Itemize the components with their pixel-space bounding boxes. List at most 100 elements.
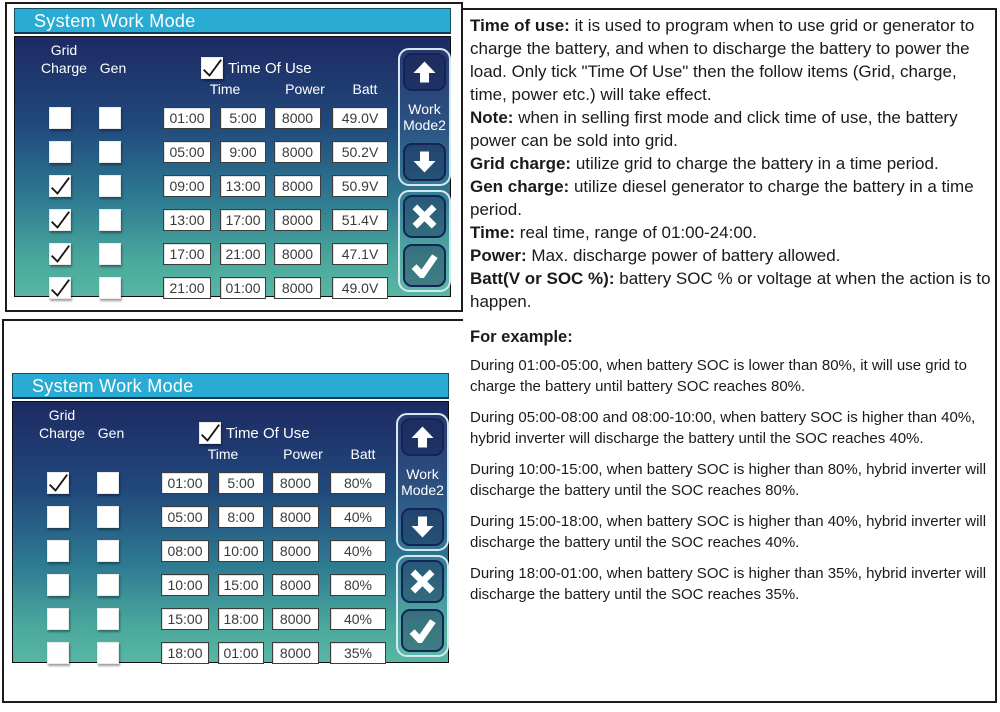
text-frame-right bbox=[463, 8, 997, 703]
time-end-input[interactable]: 17:00 bbox=[220, 209, 266, 231]
time-end-input[interactable]: 10:00 bbox=[218, 540, 264, 562]
batt-input[interactable]: 50.9V bbox=[332, 175, 388, 197]
description-paragraph: Power: Max. discharge power of battery a… bbox=[470, 246, 841, 265]
grid-charge-column-label: Grid Charge bbox=[41, 42, 87, 76]
gen-charge-checkbox[interactable] bbox=[97, 540, 119, 562]
confirm-button[interactable] bbox=[401, 609, 444, 652]
grid-charge-checkbox[interactable] bbox=[47, 574, 69, 596]
time-end-input[interactable]: 5:00 bbox=[218, 472, 264, 494]
time-end-input[interactable]: 9:00 bbox=[220, 141, 266, 163]
check-mark-icon bbox=[51, 177, 70, 195]
gen-charge-checkbox[interactable] bbox=[99, 277, 121, 299]
work-mode-down-button[interactable] bbox=[401, 508, 444, 546]
gen-charge-checkbox[interactable] bbox=[99, 209, 121, 231]
power-input[interactable]: 8000 bbox=[274, 175, 321, 197]
time-start-input[interactable]: 05:00 bbox=[163, 141, 211, 163]
grid-charge-checkbox[interactable] bbox=[49, 141, 71, 163]
batt-input[interactable]: 40% bbox=[330, 540, 386, 562]
grid-charge-checkbox[interactable] bbox=[49, 277, 71, 299]
confirm-button[interactable] bbox=[403, 244, 446, 287]
power-input[interactable]: 8000 bbox=[272, 642, 319, 664]
table-row: 18:00 01:00 8000 35% bbox=[13, 642, 448, 664]
time-end-input[interactable]: 5:00 bbox=[220, 107, 266, 129]
grid-charge-checkbox[interactable] bbox=[47, 472, 69, 494]
schedule-rows: 01:00 5:00 8000 49.0V 05:00 9:00 8000 50… bbox=[15, 37, 450, 299]
grid-charge-checkbox[interactable] bbox=[49, 175, 71, 197]
time-start-input[interactable]: 17:00 bbox=[163, 243, 211, 265]
cancel-button[interactable] bbox=[403, 195, 446, 238]
time-of-use-checkbox[interactable] bbox=[201, 57, 223, 79]
time-start-input[interactable]: 13:00 bbox=[163, 209, 211, 231]
check-mark-icon bbox=[51, 245, 70, 263]
grid-charge-checkbox[interactable] bbox=[49, 209, 71, 231]
time-start-input[interactable]: 05:00 bbox=[161, 506, 209, 528]
time-start-input[interactable]: 08:00 bbox=[161, 540, 209, 562]
gen-charge-checkbox[interactable] bbox=[97, 506, 119, 528]
example-paragraph: During 15:00-18:00, when battery SOC is … bbox=[470, 513, 987, 551]
time-start-input[interactable]: 15:00 bbox=[161, 608, 209, 630]
batt-input[interactable]: 51.4V bbox=[332, 209, 388, 231]
batt-input[interactable]: 49.0V bbox=[332, 107, 388, 129]
time-end-input[interactable]: 13:00 bbox=[220, 175, 266, 197]
gen-charge-checkbox[interactable] bbox=[99, 141, 121, 163]
power-input[interactable]: 8000 bbox=[272, 506, 319, 528]
time-start-input[interactable]: 01:00 bbox=[161, 472, 209, 494]
table-row: 10:00 15:00 8000 80% bbox=[13, 574, 448, 596]
power-input[interactable]: 8000 bbox=[272, 608, 319, 630]
power-input[interactable]: 8000 bbox=[272, 472, 319, 494]
time-end-input[interactable]: 01:00 bbox=[218, 642, 264, 664]
batt-input[interactable]: 40% bbox=[330, 506, 386, 528]
batt-input[interactable]: 47.1V bbox=[332, 243, 388, 265]
time-of-use-checkbox[interactable] bbox=[199, 422, 221, 444]
power-input[interactable]: 8000 bbox=[272, 540, 319, 562]
batt-input[interactable]: 80% bbox=[330, 472, 386, 494]
gen-charge-checkbox[interactable] bbox=[99, 243, 121, 265]
confirm-cancel-group bbox=[398, 190, 451, 292]
time-start-input[interactable]: 10:00 bbox=[161, 574, 209, 596]
batt-input[interactable]: 49.0V bbox=[332, 277, 388, 299]
time-end-input[interactable]: 01:00 bbox=[220, 277, 266, 299]
grid-charge-checkbox[interactable] bbox=[49, 107, 71, 129]
work-mode-down-button[interactable] bbox=[403, 143, 446, 181]
power-input[interactable]: 8000 bbox=[274, 141, 321, 163]
work-mode-up-button[interactable] bbox=[401, 418, 444, 456]
grid-charge-checkbox[interactable] bbox=[47, 608, 69, 630]
gen-charge-checkbox[interactable] bbox=[97, 642, 119, 664]
panel-body: Grid Charge Gen Time Of Use Time Power B… bbox=[14, 36, 451, 299]
power-input[interactable]: 8000 bbox=[274, 107, 321, 129]
grid-charge-checkbox[interactable] bbox=[47, 540, 69, 562]
time-start-input[interactable]: 09:00 bbox=[163, 175, 211, 197]
time-end-input[interactable]: 15:00 bbox=[218, 574, 264, 596]
work-mode-selector: Work Mode2 bbox=[398, 48, 451, 186]
grid-charge-checkbox[interactable] bbox=[47, 642, 69, 664]
gen-charge-checkbox[interactable] bbox=[97, 472, 119, 494]
batt-input[interactable]: 35% bbox=[330, 642, 386, 664]
grid-charge-checkbox[interactable] bbox=[49, 243, 71, 265]
system-work-mode-panel-2: System Work Mode Grid Charge Gen Time Of… bbox=[12, 373, 449, 664]
arrow-down-icon bbox=[411, 516, 434, 538]
gen-column-label: Gen bbox=[97, 425, 125, 441]
table-row: 17:00 21:00 8000 47.1V bbox=[15, 243, 450, 265]
time-start-input[interactable]: 21:00 bbox=[163, 277, 211, 299]
time-end-input[interactable]: 18:00 bbox=[218, 608, 264, 630]
time-start-input[interactable]: 18:00 bbox=[161, 642, 209, 664]
batt-input[interactable]: 80% bbox=[330, 574, 386, 596]
work-mode-up-button[interactable] bbox=[403, 53, 446, 91]
gen-charge-checkbox[interactable] bbox=[99, 175, 121, 197]
power-input[interactable]: 8000 bbox=[272, 574, 319, 596]
power-input[interactable]: 8000 bbox=[274, 277, 321, 299]
time-end-input[interactable]: 21:00 bbox=[220, 243, 266, 265]
gen-charge-checkbox[interactable] bbox=[97, 574, 119, 596]
gen-charge-checkbox[interactable] bbox=[97, 608, 119, 630]
grid-charge-checkbox[interactable] bbox=[47, 506, 69, 528]
gen-charge-checkbox[interactable] bbox=[99, 107, 121, 129]
cancel-button[interactable] bbox=[401, 560, 444, 603]
batt-input[interactable]: 40% bbox=[330, 608, 386, 630]
batt-input[interactable]: 50.2V bbox=[332, 141, 388, 163]
check-mark-icon bbox=[201, 424, 220, 442]
power-input[interactable]: 8000 bbox=[274, 209, 321, 231]
time-start-input[interactable]: 01:00 bbox=[163, 107, 211, 129]
time-end-input[interactable]: 8:00 bbox=[218, 506, 264, 528]
description-column: Time of use: it is used to program when … bbox=[470, 14, 992, 616]
power-input[interactable]: 8000 bbox=[274, 243, 321, 265]
